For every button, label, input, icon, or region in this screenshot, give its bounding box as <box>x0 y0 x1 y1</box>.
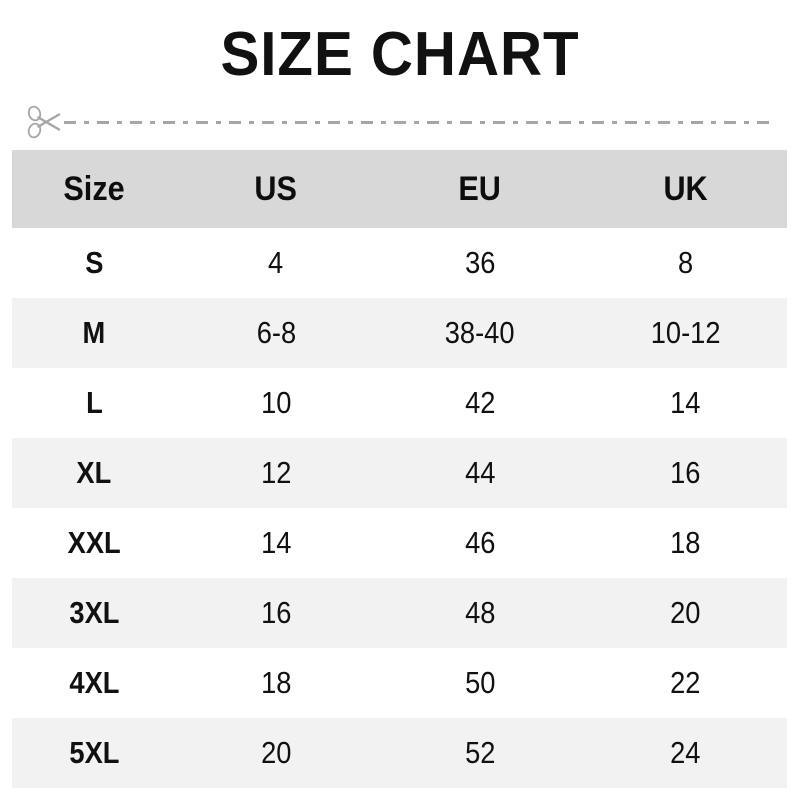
cell-eu-value: 44 <box>464 455 496 490</box>
cell-uk: 18 <box>584 508 787 578</box>
cell-uk-value: 20 <box>670 595 701 630</box>
cell-size: XL <box>12 438 176 508</box>
cell-uk-value: 16 <box>670 455 701 490</box>
cell-uk-value: 8 <box>677 245 694 280</box>
dashed-cut-line <box>64 121 774 124</box>
column-header-us-label: US <box>254 170 298 208</box>
cell-uk: 10-12 <box>584 298 787 368</box>
cell-uk: 14 <box>584 368 787 438</box>
cell-us: 18 <box>176 648 376 718</box>
table-row: L 10 42 14 <box>12 368 787 438</box>
cell-eu: 52 <box>376 718 584 788</box>
cell-size: 3XL <box>12 578 176 648</box>
cell-us: 20 <box>176 718 376 788</box>
cut-line <box>26 103 774 141</box>
cell-eu-value: 42 <box>464 385 496 420</box>
cell-size-value: 3XL <box>68 595 120 630</box>
cell-size-value: XL <box>76 455 112 490</box>
cell-eu: 42 <box>376 368 584 438</box>
cell-eu-value: 38-40 <box>445 315 515 350</box>
cell-size: XXL <box>12 508 176 578</box>
column-header-size-label: Size <box>63 170 125 208</box>
cell-size: 5XL <box>12 718 176 788</box>
cell-us-value: 10 <box>260 385 292 420</box>
cell-eu-value: 46 <box>464 525 496 560</box>
column-header-us: US <box>176 150 376 228</box>
cell-us: 6-8 <box>176 298 376 368</box>
cell-size: M <box>12 298 176 368</box>
cell-uk: 20 <box>584 578 787 648</box>
cell-eu: 50 <box>376 648 584 718</box>
cell-eu-value: 36 <box>464 245 496 280</box>
cell-eu-value: 50 <box>464 665 496 700</box>
cell-eu: 44 <box>376 438 584 508</box>
cell-us-value: 20 <box>260 735 292 770</box>
cell-us-value: 18 <box>260 665 292 700</box>
table-body: S 4 36 8 M 6-8 38-40 10-12 L 10 42 14 XL… <box>12 228 787 788</box>
cell-uk: 24 <box>584 718 787 788</box>
cell-eu: 38-40 <box>376 298 584 368</box>
cell-size-value: 5XL <box>68 735 120 770</box>
cell-uk-value: 22 <box>670 665 701 700</box>
cell-size-value: M <box>82 315 106 350</box>
scissors-icon <box>27 105 61 139</box>
cell-uk-value: 14 <box>670 385 701 420</box>
cell-us-value: 4 <box>268 245 284 280</box>
table-row: 4XL 18 50 22 <box>12 648 787 718</box>
page-title-container: SIZE CHART <box>0 20 800 90</box>
cell-eu: 36 <box>376 228 584 298</box>
cell-size-value: S <box>84 245 104 280</box>
cell-us-value: 16 <box>260 595 292 630</box>
size-chart-table: Size US EU UK S 4 36 8 M 6-8 38-40 10-12… <box>12 150 787 788</box>
table-row: 3XL 16 48 20 <box>12 578 787 648</box>
cell-size-value: L <box>85 385 103 420</box>
column-header-eu: EU <box>376 150 584 228</box>
cell-eu: 46 <box>376 508 584 578</box>
table-header-row: Size US EU UK <box>12 150 787 228</box>
table-row: M 6-8 38-40 10-12 <box>12 298 787 368</box>
cell-size: L <box>12 368 176 438</box>
cell-size: S <box>12 228 176 298</box>
cell-us: 10 <box>176 368 376 438</box>
cell-size: 4XL <box>12 648 176 718</box>
cell-us-value: 6-8 <box>256 315 296 350</box>
cell-uk-value: 18 <box>670 525 701 560</box>
cell-eu-value: 48 <box>464 595 496 630</box>
page-title: SIZE CHART <box>220 20 580 89</box>
column-header-size: Size <box>12 150 176 228</box>
cell-us-value: 12 <box>260 455 292 490</box>
table-row: S 4 36 8 <box>12 228 787 298</box>
cell-us-value: 14 <box>260 525 292 560</box>
table-row: 5XL 20 52 24 <box>12 718 787 788</box>
table-row: XL 12 44 16 <box>12 438 787 508</box>
cell-eu: 48 <box>376 578 584 648</box>
cell-us: 16 <box>176 578 376 648</box>
cell-size-value: XXL <box>67 525 121 560</box>
cell-size-value: 4XL <box>68 665 120 700</box>
table-row: XXL 14 46 18 <box>12 508 787 578</box>
cell-uk-value: 10-12 <box>650 315 721 350</box>
column-header-uk: UK <box>584 150 787 228</box>
cell-us: 4 <box>176 228 376 298</box>
cell-uk: 8 <box>584 228 787 298</box>
cell-uk: 22 <box>584 648 787 718</box>
cell-eu-value: 52 <box>464 735 496 770</box>
table-header: Size US EU UK <box>12 150 787 228</box>
column-header-eu-label: EU <box>458 170 502 208</box>
cell-us: 14 <box>176 508 376 578</box>
cell-us: 12 <box>176 438 376 508</box>
cell-uk-value: 24 <box>670 735 701 770</box>
cell-uk: 16 <box>584 438 787 508</box>
column-header-uk-label: UK <box>663 170 708 208</box>
